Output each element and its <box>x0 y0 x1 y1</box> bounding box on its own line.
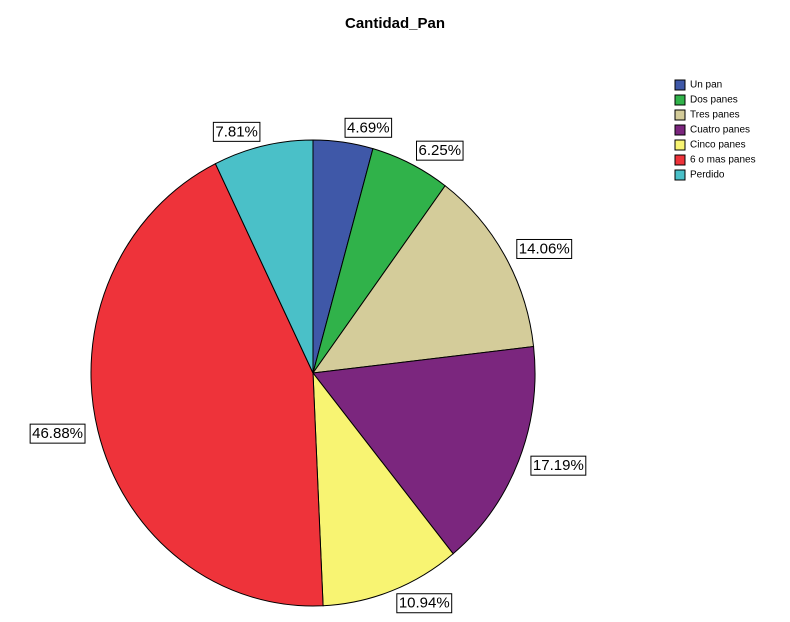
label-box <box>344 117 393 138</box>
pie-slice <box>90 163 324 607</box>
legend-label: Cinco panes <box>690 140 746 151</box>
legend-label: Perdido <box>690 170 725 181</box>
legend-swatch <box>674 169 686 181</box>
legend-label: Cuatro panes <box>690 125 750 136</box>
data-label: 46.88% <box>32 425 83 442</box>
pie-slice <box>312 345 536 555</box>
pie-slice <box>312 371 454 607</box>
legend-swatch <box>674 94 686 106</box>
legend-swatch <box>674 109 686 121</box>
legend-label: Dos panes <box>690 95 738 106</box>
legend-label: Tres panes <box>690 110 740 121</box>
label-box <box>396 593 453 614</box>
label-box <box>416 140 464 161</box>
pie-slice <box>214 139 314 374</box>
legend-label: Un pan <box>690 80 722 91</box>
data-label: 14.06% <box>519 240 570 257</box>
label-box <box>29 423 86 444</box>
data-label: 10.94% <box>399 595 450 612</box>
chart-title: Cantidad_Pan <box>345 15 445 32</box>
data-label: 4.69% <box>347 119 390 136</box>
data-label: 7.81% <box>215 123 258 140</box>
data-label: 17.19% <box>533 457 584 474</box>
legend-swatch <box>674 139 686 151</box>
legend-swatch <box>674 154 686 166</box>
legend-swatch <box>674 79 686 91</box>
label-box <box>212 121 261 142</box>
pie-slice <box>311 185 535 374</box>
legend-label: 6 o mas panes <box>690 155 756 166</box>
label-box <box>516 238 573 259</box>
data-label: 6.25% <box>419 142 462 159</box>
legend-swatch <box>674 124 686 136</box>
label-box <box>530 455 587 476</box>
